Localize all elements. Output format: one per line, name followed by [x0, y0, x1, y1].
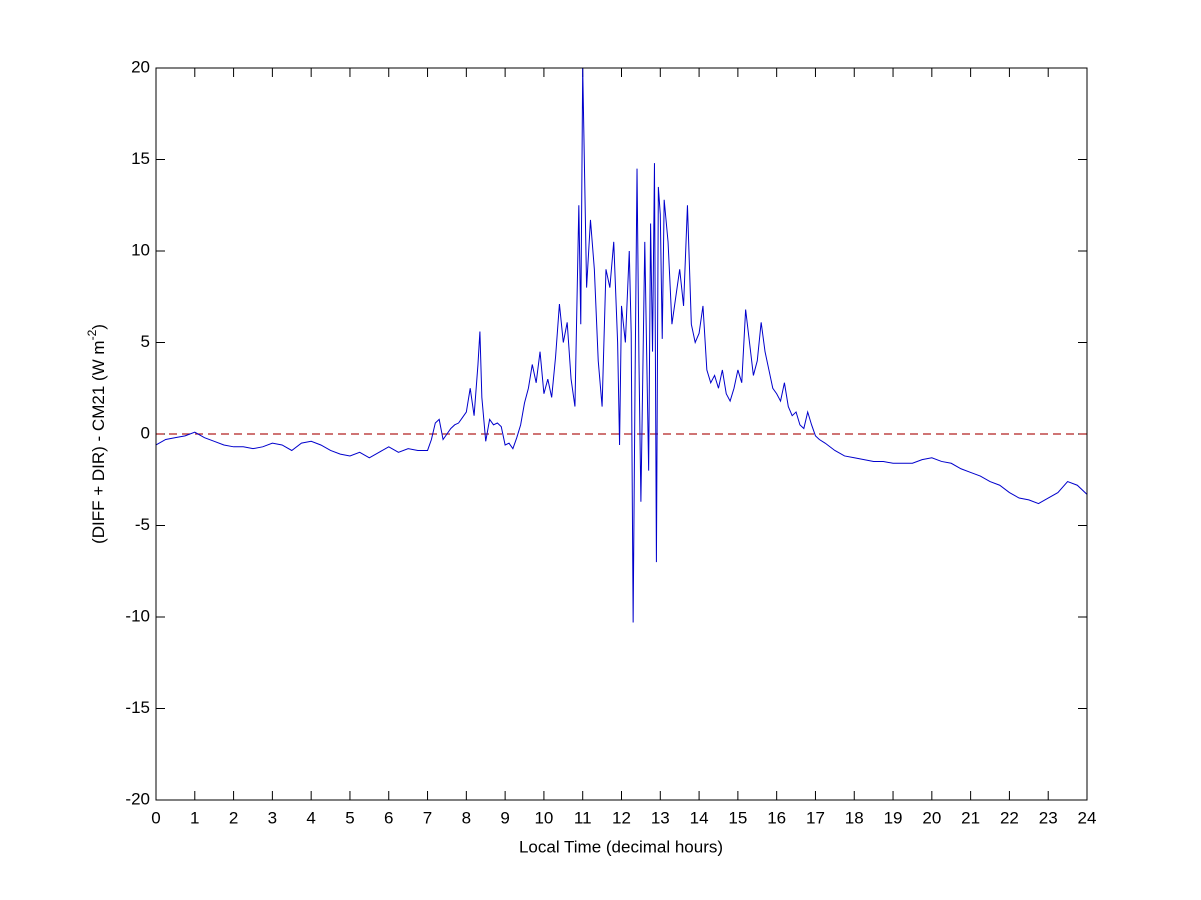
x-axis-label: Local Time (decimal hours): [519, 837, 723, 856]
x-tick-label: 22: [1000, 808, 1019, 827]
x-tick-label: 14: [690, 808, 709, 827]
x-tick-label: 8: [462, 808, 471, 827]
x-tick-label: 9: [500, 808, 509, 827]
x-tick-label: 20: [922, 808, 941, 827]
x-tick-label: 1: [190, 808, 199, 827]
x-tick-label: 7: [423, 808, 432, 827]
x-tick-label: 4: [306, 808, 315, 827]
plot-frame: [155, 67, 1088, 801]
x-tick-label: 5: [345, 808, 354, 827]
y-tick-label: 5: [141, 332, 150, 351]
y-tick-label: -10: [125, 606, 150, 625]
y-axis-label-text: (DIFF + DIR) - CM21 (W m: [89, 340, 108, 544]
x-tick-label: 19: [884, 808, 903, 827]
x-tick-label: 16: [767, 808, 786, 827]
data-line: [155, 67, 1088, 623]
y-tick-label: -20: [125, 789, 150, 808]
y-axis-label-suffix: ): [89, 324, 108, 330]
y-tick-label: -15: [125, 698, 150, 717]
x-tick-label: 3: [268, 808, 277, 827]
x-tick-label: 18: [845, 808, 864, 827]
x-tick-label: 0: [151, 808, 160, 827]
x-tick-label: 6: [384, 808, 393, 827]
x-tick-label: 21: [961, 808, 980, 827]
x-tick-label: 17: [806, 808, 825, 827]
x-tick-label: 11: [574, 808, 592, 827]
x-tick-label: 2: [229, 808, 238, 827]
x-tick-label: 15: [728, 808, 747, 827]
y-axis-label-superscript: -2: [85, 329, 99, 340]
x-tick-label: 10: [534, 808, 553, 827]
y-axis-label: (DIFF + DIR) - CM21 (W m-2): [85, 324, 108, 544]
y-tick-label: 0: [141, 423, 150, 442]
y-tick-label: 15: [131, 149, 150, 168]
x-tick-label: 13: [651, 808, 670, 827]
x-tick-label: 12: [612, 808, 631, 827]
x-tick-label: 24: [1078, 808, 1097, 827]
y-tick-label: 10: [131, 240, 150, 259]
y-tick-label: 20: [131, 57, 150, 76]
y-tick-label: -5: [135, 515, 150, 534]
x-tick-label: 23: [1039, 808, 1058, 827]
